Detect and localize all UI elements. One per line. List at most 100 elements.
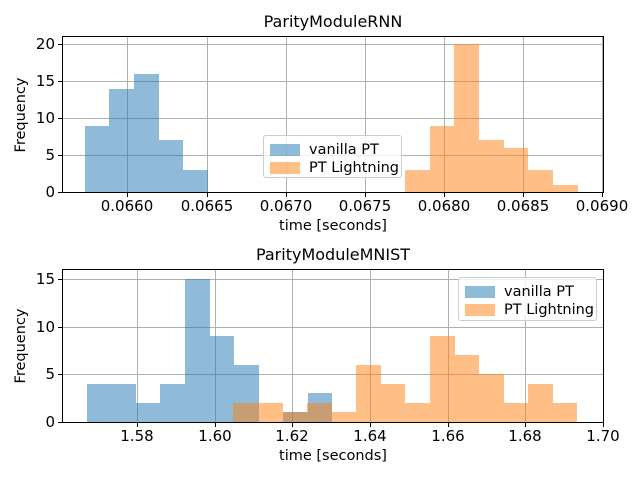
plot-title-mnist: ParityModuleMNIST bbox=[255, 245, 411, 264]
hist-bar bbox=[85, 126, 109, 192]
y-tick-mark bbox=[58, 279, 62, 280]
x-tick-label: 1.66 bbox=[431, 427, 465, 445]
y-tick-mark bbox=[58, 155, 62, 156]
hist-bar bbox=[160, 384, 185, 422]
x-tick-mark bbox=[127, 193, 128, 197]
gridline bbox=[444, 37, 445, 192]
gridline bbox=[63, 118, 603, 119]
gridline bbox=[137, 270, 138, 422]
x-tick-mark bbox=[444, 193, 445, 197]
y-tick-label: 5 bbox=[45, 365, 55, 383]
gridline bbox=[63, 279, 603, 280]
hist-bar bbox=[258, 403, 283, 422]
gridline bbox=[63, 81, 603, 82]
gridline bbox=[525, 270, 526, 422]
x-tick-label: 1.58 bbox=[120, 427, 154, 445]
y-tick-mark bbox=[58, 192, 62, 193]
plot-area-mnist bbox=[62, 269, 604, 423]
hist-bar bbox=[430, 126, 454, 192]
y-tick-label: 15 bbox=[35, 72, 55, 90]
hist-bar bbox=[455, 355, 479, 422]
hist-bar bbox=[504, 148, 528, 192]
hist-bar bbox=[332, 412, 356, 422]
hist-bar bbox=[134, 74, 159, 192]
legend-label-pt-lightning: PT Lightning bbox=[309, 160, 400, 176]
x-tick-label: 1.70 bbox=[586, 427, 620, 445]
hist-bar bbox=[87, 384, 111, 422]
y-tick-label: 0 bbox=[45, 413, 55, 431]
hist-bar bbox=[528, 384, 553, 422]
hist-bar bbox=[405, 403, 430, 422]
hist-bar bbox=[528, 170, 553, 192]
gridline bbox=[365, 37, 366, 192]
x-tick-mark bbox=[292, 423, 293, 427]
hist-bar bbox=[356, 365, 381, 422]
x-tick-label: 0.0685 bbox=[496, 197, 550, 215]
x-axis-label-rnn: time [seconds] bbox=[279, 218, 387, 234]
x-tick-label: 0.0690 bbox=[575, 197, 629, 215]
legend-label-vanilla-pt: vanilla PT bbox=[504, 284, 574, 300]
hist-bar bbox=[111, 384, 136, 422]
hist-bar bbox=[504, 403, 528, 422]
y-tick-label: 5 bbox=[45, 146, 55, 164]
x-tick-mark bbox=[603, 423, 604, 427]
y-tick-mark bbox=[58, 118, 62, 119]
hist-bar bbox=[553, 403, 577, 422]
legend-swatch-vanilla-pt bbox=[270, 144, 300, 156]
hist-bar bbox=[233, 403, 258, 422]
legend-swatch-vanilla-pt bbox=[465, 286, 495, 298]
legend-item-vanilla-pt: vanilla PT bbox=[459, 284, 596, 300]
gridline bbox=[292, 270, 293, 422]
gridline bbox=[63, 374, 603, 375]
plot-area-rnn bbox=[62, 36, 604, 193]
x-tick-mark bbox=[370, 423, 371, 427]
y-tick-label: 15 bbox=[35, 270, 55, 288]
x-tick-label: 0.0665 bbox=[180, 197, 234, 215]
hist-bar bbox=[159, 140, 183, 192]
y-tick-mark bbox=[58, 81, 62, 82]
x-tick-label: 0.0660 bbox=[100, 197, 154, 215]
x-tick-mark bbox=[523, 193, 524, 197]
x-tick-label: 1.62 bbox=[275, 427, 309, 445]
legend-rnn: vanilla PT PT Lightning bbox=[263, 135, 402, 178]
hist-bar bbox=[405, 170, 430, 192]
hist-bar bbox=[479, 374, 504, 422]
x-tick-mark bbox=[137, 423, 138, 427]
legend-item-pt-lightning: PT Lightning bbox=[264, 160, 401, 176]
hist-bar bbox=[430, 336, 455, 422]
gridline bbox=[602, 37, 603, 192]
x-tick-mark bbox=[602, 193, 603, 197]
x-tick-mark bbox=[365, 193, 366, 197]
gridline bbox=[63, 327, 603, 328]
x-tick-label: 1.60 bbox=[198, 427, 232, 445]
y-tick-label: 0 bbox=[45, 183, 55, 201]
y-tick-mark bbox=[58, 44, 62, 45]
hist-bar bbox=[183, 170, 208, 192]
y-axis-label-mnist: Frequency bbox=[13, 308, 29, 384]
x-tick-label: 1.68 bbox=[508, 427, 542, 445]
x-tick-mark bbox=[525, 423, 526, 427]
legend-swatch-pt-lightning bbox=[465, 304, 495, 316]
x-axis-label-mnist: time [seconds] bbox=[279, 448, 387, 464]
hist-bar bbox=[479, 140, 504, 192]
y-tick-mark bbox=[58, 327, 62, 328]
hist-bar bbox=[454, 44, 479, 192]
x-tick-label: 0.0670 bbox=[259, 197, 313, 215]
gridline bbox=[207, 37, 208, 192]
x-tick-mark bbox=[448, 423, 449, 427]
x-tick-label: 1.64 bbox=[353, 427, 387, 445]
x-tick-label: 0.0680 bbox=[417, 197, 471, 215]
hist-bar bbox=[553, 185, 578, 192]
legend-mnist: vanilla PT PT Lightning bbox=[458, 277, 597, 321]
gridline bbox=[286, 37, 287, 192]
hist-bar bbox=[210, 336, 234, 422]
hist-bar bbox=[381, 384, 405, 422]
y-tick-mark bbox=[58, 374, 62, 375]
legend-swatch-pt-lightning bbox=[270, 162, 300, 174]
x-tick-mark bbox=[215, 423, 216, 427]
x-tick-label: 0.0675 bbox=[338, 197, 392, 215]
y-tick-label: 10 bbox=[35, 318, 55, 336]
hist-bar bbox=[136, 403, 160, 422]
gridline bbox=[523, 37, 524, 192]
